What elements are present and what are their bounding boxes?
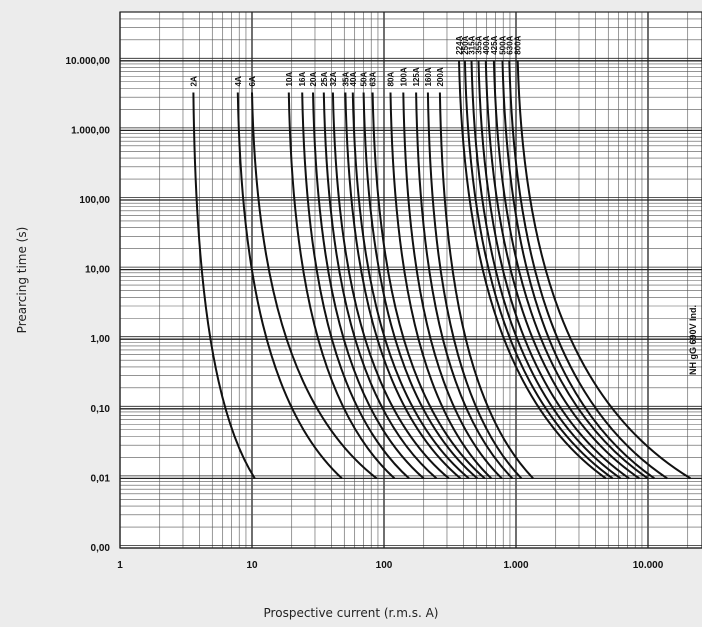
series-family-label: NH gG 690V Ind.: [688, 305, 698, 375]
y-tick-label: 10,00: [85, 265, 110, 276]
series-curve-10A: [287, 92, 396, 480]
series-curve-4A: [236, 92, 343, 480]
series-curve-355A: [477, 60, 630, 480]
y-tick-label: 0,10: [91, 404, 111, 415]
series-curve-40A: [351, 92, 470, 480]
series-label-32A: 32A: [329, 72, 338, 87]
x-tick-label: 100: [376, 560, 393, 571]
series-curve-16A: [301, 92, 410, 480]
series-label-355A: 355A: [475, 35, 484, 54]
series-label-200A: 200A: [436, 67, 445, 86]
x-tick-label: 1.000: [503, 560, 528, 571]
series-label-100A: 100A: [399, 67, 408, 86]
series-curve-25A: [322, 92, 438, 480]
series-label-50A: 50A: [360, 72, 369, 87]
x-tick-label: 1: [117, 560, 123, 571]
y-tick-label: 0,00: [91, 543, 111, 554]
series-curve-630A: [508, 60, 668, 480]
y-tick-label: 0,01: [91, 473, 111, 484]
x-axis-title: Prospective current (r.m.s. A): [264, 606, 439, 620]
series-label-224A: 224A: [455, 35, 464, 54]
tick-labels: 1 10 100 1.000 10.000 0,00 0,01 0,10 1,00 10,00 10…: [66, 56, 664, 571]
series-label-16A: 16A: [298, 72, 307, 87]
y-tick-label: 100,00: [79, 195, 110, 206]
series-curve-400A: [484, 60, 640, 480]
series-label-425A: 425A: [490, 35, 499, 54]
series-label-40A: 40A: [349, 72, 358, 87]
series-curve-125A: [415, 92, 514, 480]
series-label-20A: 20A: [309, 72, 318, 87]
series-label-2A: 2A: [189, 76, 198, 86]
series-curve-32A: [331, 92, 450, 480]
y-tick-label: 1.000,00: [71, 125, 110, 136]
series-label-35A: 35A: [341, 72, 350, 87]
series-label-63A: 63A: [369, 72, 378, 87]
series-curve-20A: [312, 92, 425, 480]
series-label-80A: 80A: [387, 72, 396, 87]
series-label-400A: 400A: [482, 35, 491, 54]
series-curve-80A: [389, 92, 492, 480]
series-label-500A: 500A: [499, 35, 508, 54]
y-tick-label: 10.000,00: [66, 56, 111, 67]
series-curve-224A: [458, 60, 607, 480]
series-curve-35A: [344, 92, 462, 480]
series-curve-2A: [192, 92, 256, 479]
series-label-160A: 160A: [424, 67, 433, 86]
series-label-630A: 630A: [505, 35, 514, 54]
series-label-250A: 250A: [461, 35, 470, 54]
series-curve-500A: [501, 60, 656, 480]
series-curve-800A: [516, 60, 692, 480]
series-label-4A: 4A: [234, 76, 243, 86]
series-label-800A: 800A: [514, 35, 523, 54]
plot-frame: [119, 11, 702, 549]
series-curve-160A: [426, 92, 523, 480]
y-tick-label: 1,00: [91, 334, 111, 345]
series-label-125A: 125A: [412, 67, 421, 86]
series-curve-315A: [470, 60, 622, 480]
series-curve-63A: [371, 92, 486, 480]
series-curve-425A: [492, 60, 649, 480]
series-curve-50A: [362, 92, 479, 480]
series-curve-200A: [438, 92, 534, 480]
y-axis-title: Prearcing time (s): [15, 227, 29, 334]
series-curve-250A: [463, 60, 614, 480]
series-curve-6A: [251, 92, 378, 480]
series-label-315A: 315A: [468, 35, 477, 54]
curves: [192, 60, 692, 480]
series-label-6A: 6A: [248, 76, 257, 86]
series-curve-100A: [402, 92, 503, 480]
x-tick-label: 10: [246, 560, 258, 571]
x-tick-label: 10.000: [633, 560, 664, 571]
series-label-25A: 25A: [320, 72, 329, 87]
series-label-10A: 10A: [285, 72, 294, 87]
